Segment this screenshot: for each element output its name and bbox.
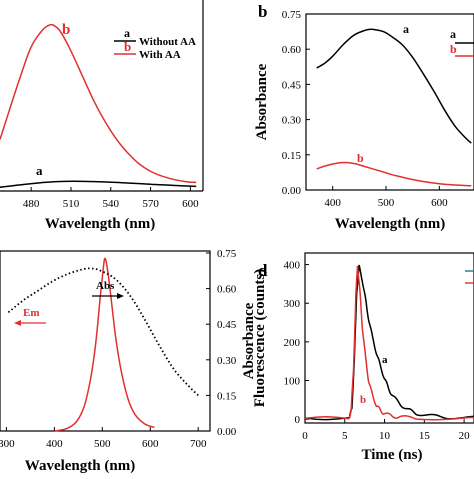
panel-d-x-tick-label: 0 [302, 430, 308, 442]
panel-c-series-em [54, 257, 155, 432]
panel-b-y-tick-label: 0.00 [282, 185, 302, 197]
panel-d-x-tick-label: 20 [459, 430, 471, 442]
panel-c-annotation-abs: Abs [96, 280, 115, 292]
panel-b-x-tick-label: 400 [324, 197, 341, 209]
panel-a-legend-marker-a: a [124, 26, 130, 40]
panel-d-x-tick-label: 15 [419, 430, 431, 442]
panel-d-x-tick-label: 10 [379, 430, 391, 442]
panel-c-x-tick-label: 600 [142, 438, 159, 450]
panel-b-series-b [316, 161, 472, 187]
panel-b-y-tick-label: 0.60 [282, 44, 302, 56]
panel-a-x-label: Wavelength (nm) [45, 216, 155, 232]
panel-d-series-b [304, 266, 474, 421]
panel-a-legend: a Without AA b With AA [114, 26, 196, 61]
panel-b-y-tick-label: 0.15 [282, 150, 302, 162]
panel-b-frame [305, 13, 474, 191]
panel-c-x-tick-label: 400 [46, 438, 63, 450]
panel-d-series [304, 264, 474, 421]
panel-d-x-tick-label: 5 [342, 430, 348, 442]
panel-b-x-label: Wavelength (nm) [335, 216, 445, 232]
panel-d-y-tick-label: 0 [295, 414, 301, 426]
panel-c-y-tick-label: 0.45 [217, 319, 237, 331]
panel-b-x-tick-label: 600 [431, 197, 448, 209]
panel-b-legend: a b [450, 27, 474, 57]
panel-d-curve-marker-b: b [360, 394, 366, 406]
panel-a-x-ticks: 480 510 540 570 600 [23, 187, 199, 210]
panel-a-x-tick-label: 570 [142, 198, 159, 210]
panel-c-ticks: 300 400 500 600 700 0.00 0.15 0.30 0.45 0.60 0.75 [0, 248, 237, 450]
panel-c-x-label: Wavelength (nm) [25, 458, 135, 474]
panel-c-x-tick-label: 500 [94, 438, 111, 450]
panel-d-y-tick-label: 200 [284, 337, 301, 349]
panel-b-y-tick-label: 0.75 [282, 9, 302, 21]
panel-c-y-tick-label: 0.30 [217, 355, 237, 367]
panel-d-x-label: Time (ns) [362, 447, 423, 463]
panel-a-legend-text-b: With AA [139, 49, 181, 61]
panel-c-y-tick-label: 0.00 [217, 426, 237, 438]
panel-c-x-tick-label: 300 [0, 438, 15, 450]
panel-c-series-abs [7, 267, 199, 397]
panel-b-letter: b [258, 2, 267, 21]
panel-d-y-tick-label: 400 [284, 260, 301, 272]
panel-c-y2-label: Absorbance [241, 302, 257, 379]
panel-a-curve-marker-a: a [36, 163, 43, 178]
panel-b-series-a [316, 28, 472, 144]
panel-b-curve-marker-b: b [357, 151, 364, 165]
panel-b-y-tick-label: 0.30 [282, 115, 302, 127]
panel-c-y-tick-label: 0.75 [217, 248, 237, 260]
panel-c-annotation-em: Em [23, 307, 40, 319]
panel-b-y-tick-label: 0.45 [282, 79, 302, 91]
panel-d-y-label: Fluorescence (counts) [252, 269, 268, 407]
panel-d-curve-marker-a: a [382, 354, 388, 366]
panel-a-legend-marker-b: b [124, 39, 131, 54]
panel-a-legend-text-a: Without AA [139, 36, 196, 48]
panel-a-x-tick-label: 480 [23, 198, 40, 210]
panel-a-x-tick-label: 540 [103, 198, 120, 210]
panel-a-series-with-aa [0, 23, 197, 184]
panel-b-legend-marker-a: a [450, 27, 456, 41]
panel-a-series [0, 23, 197, 189]
panel-a-series-without-aa [0, 180, 197, 189]
panel-b-x-tick-label: 500 [378, 197, 395, 209]
panel-c-y-tick-label: 0.15 [217, 390, 237, 402]
panel-a-curve-marker-b: b [62, 22, 70, 38]
panel-c-abs-arrow-head [117, 293, 124, 299]
panel-b: b 400 500 600 0.00 0.15 0.30 0.45 0.60 0.75 Wave… [254, 2, 474, 232]
panel-b-legend-marker-b: b [450, 42, 457, 56]
panel-d-y-tick-label: 300 [284, 298, 301, 310]
panel-c-series [7, 257, 199, 432]
panel-b-series [316, 28, 472, 187]
panel-b-ticks: 400 500 600 0.00 0.15 0.30 0.45 0.60 0.75 [282, 9, 448, 209]
panel-c-y-tick-label: 0.60 [217, 284, 237, 296]
panel-a-x-tick-label: 600 [182, 198, 199, 210]
panel-d-letter: d [258, 261, 268, 280]
panel-a-x-tick-label: 510 [63, 198, 80, 210]
panel-b-curve-marker-a: a [403, 22, 409, 36]
panel-d-y-tick-label: 100 [284, 376, 301, 388]
panel-b-y-label: Absorbance [254, 63, 270, 140]
panel-d-series-a [304, 264, 474, 421]
panel-c-x-tick-label: 700 [190, 438, 207, 450]
panel-d-frame [304, 252, 474, 424]
panel-a: 480 510 540 570 600 Wavelength (nm) b a a Wi… [0, 0, 204, 232]
panel-c-em-arrow-head [14, 320, 21, 326]
panel-c: 300 400 500 600 7000.000.150.300.450.600.75 … [0, 248, 257, 474]
panel-c-frame [0, 250, 211, 432]
